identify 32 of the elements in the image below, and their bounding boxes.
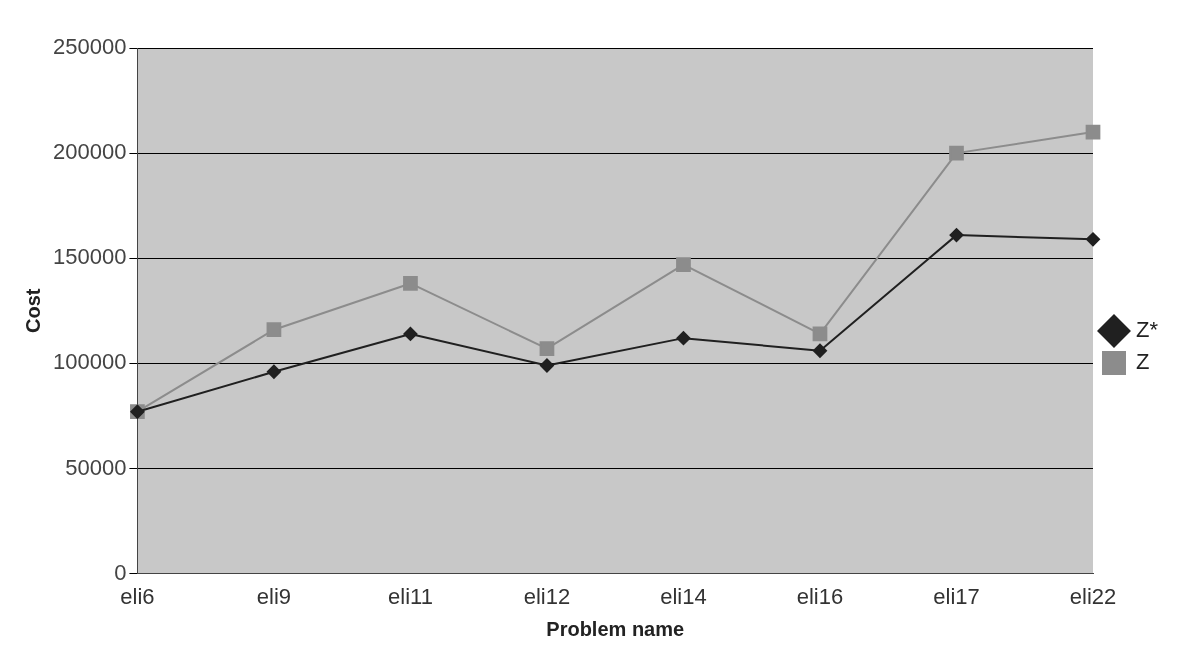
x-tick-label: eli11 [388,583,433,609]
point [403,326,418,341]
y-tick-label: 0 [114,559,127,585]
point [676,257,691,272]
point [812,343,827,358]
point [403,276,418,291]
legend-label: Z [1136,349,1150,375]
point [1085,124,1101,140]
point [266,364,281,379]
x-tick-label: eli14 [660,583,707,609]
y-tick-label: 150000 [52,244,127,270]
x-tick-label: eli22 [1069,583,1117,609]
point [676,331,691,346]
point [266,322,282,338]
legend-label: Z* [1136,317,1159,343]
y-tick-label: 200000 [52,139,127,165]
x-tick-label: eli17 [933,583,980,609]
x-tick-label: eli6 [120,583,155,609]
point [812,326,828,342]
y-axis-title: Cost [21,288,44,334]
x-tick-label: eli16 [796,583,844,609]
point [1086,232,1100,247]
point [539,341,555,357]
y-tick-label: 250000 [52,34,127,60]
x-tick-label: eli9 [256,583,292,609]
y-tick-label: 100000 [52,349,127,375]
point [539,358,554,373]
x-axis-title: Problem name [546,617,685,640]
x-tick-label: eli12 [523,583,571,609]
point [949,145,964,161]
point [949,228,964,243]
y-tick-label: 50000 [65,454,127,480]
